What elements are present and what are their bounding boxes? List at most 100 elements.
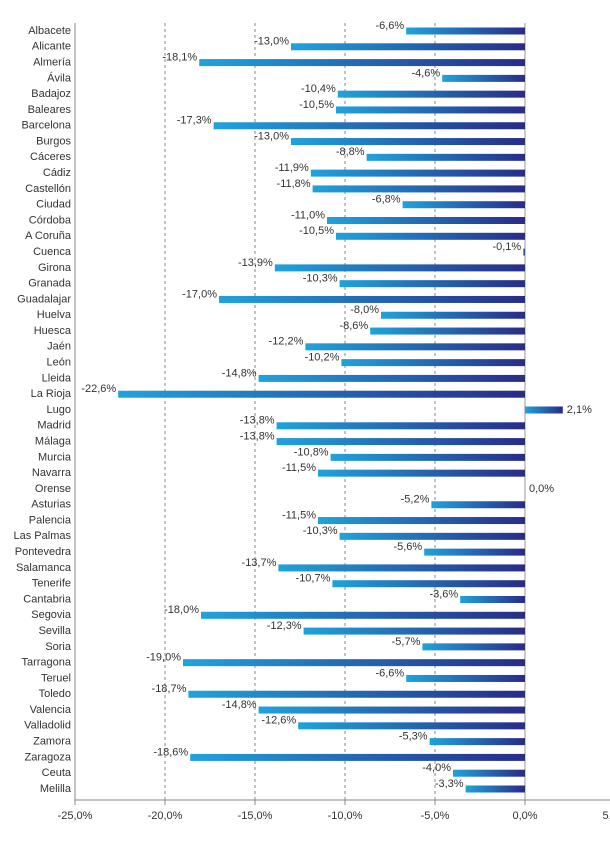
- bar: [219, 295, 525, 303]
- bar: [381, 311, 525, 319]
- y-tick-label: Almería: [33, 56, 72, 68]
- x-tick-label: -5,0%: [421, 810, 450, 822]
- y-tick-label: Tenerife: [32, 578, 71, 590]
- value-label: -11,5%: [282, 462, 316, 474]
- value-label: 2,1%: [567, 404, 592, 416]
- bar: [190, 753, 525, 761]
- y-tick-label: Melilla: [40, 783, 72, 795]
- bar: [336, 106, 525, 114]
- value-label: -13,8%: [240, 415, 275, 427]
- bar: [318, 517, 525, 525]
- x-tick-label: -10,0%: [328, 810, 363, 822]
- y-tick-label: Girona: [38, 262, 72, 274]
- y-tick-label: Huesca: [34, 325, 72, 337]
- y-tick-label: Baleares: [28, 104, 72, 116]
- y-tick-label: Las Palmas: [14, 530, 72, 542]
- value-label: -13,7%: [242, 557, 277, 569]
- bar: [336, 232, 525, 240]
- value-label: -5,6%: [393, 541, 422, 553]
- value-label: -10,5%: [299, 99, 334, 111]
- value-label: -10,4%: [301, 83, 336, 95]
- y-tick-label: Soria: [45, 641, 72, 653]
- y-tick-label: Castellón: [25, 183, 71, 195]
- bar: [303, 627, 525, 635]
- x-tick-label: 5,0%: [602, 810, 610, 822]
- bar: [453, 769, 525, 777]
- y-tick-label: Tarragona: [21, 657, 71, 669]
- y-tick-label: Badajoz: [31, 88, 71, 100]
- bar: [402, 201, 525, 209]
- bar: [327, 217, 525, 224]
- y-tick-label: Jaén: [47, 341, 71, 353]
- value-label: -3,6%: [429, 588, 458, 600]
- y-tick-label: A Coruña: [25, 230, 72, 242]
- y-tick-label: Segovia: [31, 609, 72, 621]
- value-label: -13,0%: [254, 36, 289, 48]
- bar: [460, 596, 525, 603]
- value-label: -17,0%: [182, 288, 217, 300]
- bar: [258, 706, 525, 714]
- value-label: 0,0%: [529, 483, 554, 495]
- bar: [213, 122, 525, 130]
- bar: [341, 359, 525, 367]
- bar: [406, 674, 525, 682]
- y-tick-label: Madrid: [37, 420, 71, 432]
- value-label: -4,0%: [422, 762, 451, 774]
- bar: [298, 722, 525, 730]
- value-label: -14,8%: [222, 699, 257, 711]
- value-label: -13,9%: [238, 257, 273, 269]
- y-tick-label: Guadalajar: [17, 293, 71, 305]
- value-label: -12,2%: [269, 336, 304, 348]
- bar: [291, 138, 525, 146]
- y-tick-label: Málaga: [35, 435, 72, 447]
- y-tick-label: Zaragoza: [25, 751, 72, 763]
- bar: [330, 453, 525, 461]
- y-tick-label: Huelva: [37, 309, 72, 321]
- value-label: -11,8%: [277, 178, 311, 190]
- bar: [370, 327, 525, 335]
- value-label: -8,6%: [339, 320, 368, 332]
- value-label: -5,7%: [392, 636, 421, 648]
- value-label: -12,3%: [267, 620, 302, 632]
- y-tick-label: Lleida: [42, 372, 72, 384]
- y-tick-label: Zamora: [33, 736, 72, 748]
- x-tick-label: -25,0%: [58, 810, 93, 822]
- bar: [339, 532, 525, 540]
- y-tick-label: La Rioja: [31, 388, 72, 400]
- value-label: -10,5%: [299, 225, 334, 237]
- bar: [429, 738, 525, 746]
- y-tick-label: Pontevedra: [15, 546, 72, 558]
- bar: [305, 343, 525, 351]
- bar: [422, 643, 525, 651]
- value-label: -0,1%: [492, 241, 521, 253]
- value-label: -10,8%: [294, 446, 329, 458]
- value-label: -18,1%: [162, 51, 197, 63]
- y-tick-label: León: [47, 357, 71, 369]
- bar: [525, 406, 563, 414]
- y-tick-label: Ceuta: [42, 767, 72, 779]
- y-tick-label: Asturias: [31, 499, 71, 511]
- y-tick-label: Toledo: [39, 688, 71, 700]
- bar: [201, 611, 525, 619]
- value-label: -10,2%: [305, 352, 340, 364]
- bar: [337, 90, 525, 98]
- bar: [199, 59, 525, 67]
- bar: [118, 390, 525, 398]
- bar: [332, 580, 525, 588]
- value-label: -6,6%: [375, 667, 404, 679]
- value-label: -11,9%: [275, 162, 309, 174]
- y-tick-label: Valencia: [30, 704, 72, 716]
- y-tick-label: Valladolid: [24, 720, 71, 732]
- value-label: -10,3%: [303, 525, 338, 537]
- value-label: -5,3%: [399, 731, 428, 743]
- bar: [431, 501, 525, 509]
- value-label: -22,6%: [81, 383, 116, 395]
- value-label: -18,7%: [152, 683, 187, 695]
- value-label: -19,0%: [146, 652, 181, 664]
- x-tick-label: 0,0%: [512, 810, 537, 822]
- value-label: -18,0%: [164, 604, 199, 616]
- y-tick-label: Navarra: [32, 467, 72, 479]
- bar: [188, 690, 525, 698]
- value-label: -14,8%: [222, 367, 257, 379]
